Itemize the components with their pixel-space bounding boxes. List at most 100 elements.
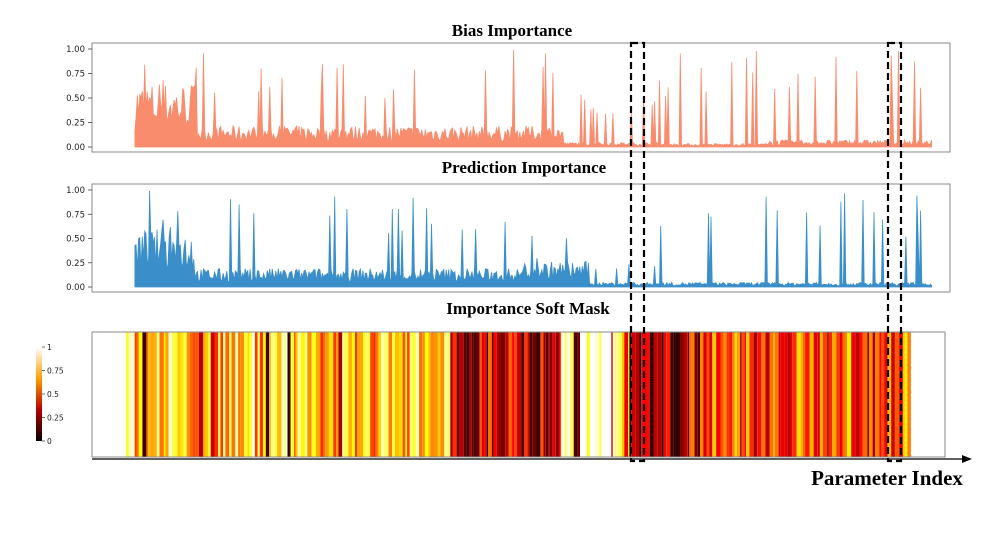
soft-mask-stripe — [524, 332, 528, 457]
soft-mask-stripe — [287, 332, 291, 457]
soft-mask-stripe — [422, 332, 425, 457]
soft-mask-stripe — [336, 332, 339, 457]
soft-mask-stripe — [828, 332, 833, 457]
soft-mask-stripe — [905, 332, 908, 457]
soft-mask-stripe — [488, 332, 492, 457]
soft-mask-stripe — [424, 332, 429, 457]
soft-mask-stripe — [859, 332, 863, 457]
pred-ytick-label: 0.00 — [66, 283, 85, 293]
soft-mask-stripe — [240, 332, 245, 457]
soft-mask-stripe — [836, 332, 840, 457]
soft-mask-stripe — [611, 332, 613, 457]
soft-mask-stripe — [773, 332, 775, 457]
soft-mask-stripe — [560, 332, 562, 457]
soft-mask-stripe — [740, 332, 742, 457]
soft-mask-stripe — [156, 332, 160, 457]
soft-mask-stripe — [375, 332, 379, 457]
soft-mask-stripe — [867, 332, 870, 457]
soft-mask-stripe — [887, 332, 892, 457]
colorbar-tick-label: 0.25 — [47, 414, 64, 423]
soft-mask-stripe — [323, 332, 326, 457]
soft-mask-stripe — [631, 332, 636, 457]
soft-mask-stripe — [294, 332, 296, 457]
soft-mask-stripe — [606, 332, 610, 457]
soft-mask-stripe — [620, 332, 622, 457]
soft-mask-stripe — [564, 332, 567, 457]
soft-mask-stripe — [862, 332, 868, 457]
soft-mask-stripe — [304, 332, 308, 457]
soft-mask-stripe — [384, 332, 389, 457]
soft-mask-stripe — [363, 332, 366, 457]
soft-mask-stripe — [428, 332, 431, 457]
soft-mask-stripe — [198, 332, 204, 457]
soft-mask-stripe — [842, 332, 846, 457]
soft-mask-stripe — [257, 332, 260, 457]
soft-mask-stripe — [851, 332, 856, 457]
soft-mask-stripe — [894, 332, 900, 457]
soft-mask-stripe — [817, 332, 820, 457]
soft-mask-stripe — [787, 332, 790, 457]
soft-mask-stripe — [273, 332, 278, 457]
soft-mask-stripe — [405, 332, 407, 457]
soft-mask-stripe — [210, 332, 215, 457]
bias-ytick-label: 0.25 — [66, 119, 85, 129]
bias-series — [134, 49, 932, 148]
soft-mask-stripe — [749, 332, 754, 457]
soft-mask-stripe — [444, 332, 449, 457]
parameter-axis-arrowhead — [962, 455, 972, 463]
soft-mask-stripe — [419, 332, 423, 457]
soft-mask-stripe — [126, 332, 129, 457]
soft-mask-stripe — [690, 332, 695, 457]
soft-mask-stripe — [670, 332, 674, 457]
soft-mask-stripe — [734, 332, 737, 457]
soft-mask-stripe — [902, 332, 906, 457]
soft-mask-stripe — [832, 332, 837, 457]
soft-mask-stripe — [183, 332, 187, 457]
soft-mask-stripe — [203, 332, 205, 457]
soft-mask-stripe — [133, 332, 135, 457]
soft-mask-stripe — [277, 332, 282, 457]
soft-mask-stripe — [189, 332, 193, 457]
soft-mask-stripe — [218, 332, 221, 457]
soft-mask-stripe — [552, 332, 556, 457]
soft-mask-stripe — [700, 332, 704, 457]
prediction-y-axis: 0.00 0.25 0.50 0.75 1.00 — [66, 186, 92, 293]
soft-mask-stripe — [290, 332, 294, 457]
bias-importance-title: Bias Importance — [452, 21, 573, 40]
soft-mask-stripe — [789, 332, 793, 457]
soft-mask-stripe — [450, 332, 453, 457]
soft-mask-stripe — [796, 332, 802, 457]
soft-mask-stripe — [134, 332, 137, 457]
highlight-region-1 — [629, 41, 646, 463]
soft-mask-stripe — [174, 332, 178, 457]
soft-mask-stripe — [570, 332, 574, 457]
soft-mask-stripe — [430, 332, 434, 457]
soft-mask-stripe — [712, 332, 717, 457]
soft-mask-stripe — [163, 332, 166, 457]
bias-y-axis: 0.00 0.25 0.50 0.75 1.00 — [66, 45, 92, 153]
soft-mask-stripe — [186, 332, 190, 457]
soft-mask-stripe — [225, 332, 228, 457]
soft-mask-stripe — [320, 332, 324, 457]
soft-mask-stripe — [486, 332, 488, 457]
soft-mask-stripe — [484, 332, 487, 457]
soft-mask-stripe — [694, 332, 698, 457]
soft-mask-stripe — [639, 332, 642, 457]
soft-mask-stripe — [761, 332, 766, 457]
soft-mask-stripe — [466, 332, 470, 457]
pred-area — [134, 190, 932, 288]
soft-mask-stripe — [555, 332, 559, 457]
soft-mask-stripe — [370, 332, 374, 457]
soft-mask-stripe — [456, 332, 460, 457]
soft-mask-stripe — [527, 332, 530, 457]
soft-mask-stripe — [548, 332, 550, 457]
soft-mask-stripe — [180, 332, 184, 457]
colorbar-tick-label: 0.5 — [47, 390, 59, 399]
colorbar — [36, 347, 42, 441]
soft-mask-stripe — [227, 332, 230, 457]
parameter-index-label: Parameter Index — [811, 466, 963, 490]
soft-mask-stripe — [412, 332, 417, 457]
soft-mask-stripe — [706, 332, 710, 457]
soft-mask-stripe — [285, 332, 288, 457]
soft-mask-stripe — [395, 332, 399, 457]
